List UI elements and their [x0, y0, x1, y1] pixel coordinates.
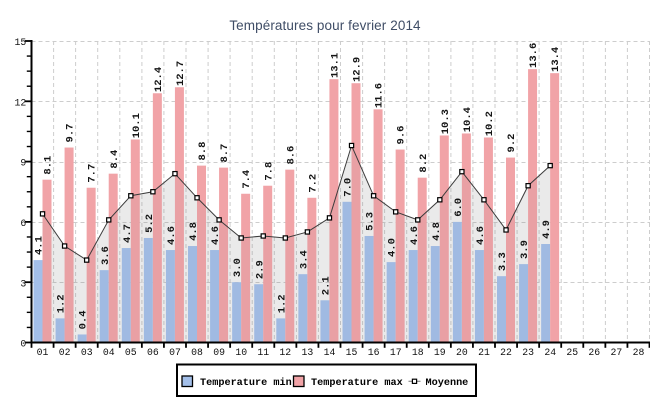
svg-text:23: 23 [522, 347, 534, 358]
svg-text:6: 6 [20, 218, 26, 229]
svg-text:3.6: 3.6 [100, 246, 112, 265]
svg-text:2.9: 2.9 [254, 260, 266, 279]
svg-text:13.6: 13.6 [528, 43, 540, 68]
svg-text:1.2: 1.2 [276, 294, 288, 313]
svg-text:05: 05 [125, 347, 137, 358]
svg-text:5.3: 5.3 [365, 212, 377, 231]
svg-text:0.4: 0.4 [78, 310, 90, 329]
svg-text:02: 02 [59, 347, 71, 358]
svg-text:07: 07 [169, 347, 181, 358]
svg-text:7.0: 7.0 [343, 178, 355, 197]
svg-text:12.4: 12.4 [153, 67, 165, 92]
svg-text:8.2: 8.2 [418, 154, 430, 173]
svg-text:15: 15 [346, 347, 358, 358]
svg-text:4.6: 4.6 [409, 226, 421, 245]
svg-text:19: 19 [434, 347, 446, 358]
svg-text:3: 3 [20, 278, 26, 289]
svg-text:8.1: 8.1 [43, 156, 55, 175]
svg-text:28: 28 [633, 347, 645, 358]
svg-text:13.4: 13.4 [550, 47, 562, 72]
svg-text:27: 27 [611, 347, 623, 358]
svg-text:3.9: 3.9 [519, 240, 531, 259]
svg-text:15: 15 [15, 37, 27, 48]
svg-text:20: 20 [456, 347, 468, 358]
svg-text:13.1: 13.1 [330, 53, 342, 78]
svg-text:1.2: 1.2 [56, 294, 68, 313]
svg-text:4.8: 4.8 [188, 222, 200, 241]
svg-text:Moyenne: Moyenne [426, 378, 469, 389]
svg-text:4.0: 4.0 [387, 238, 399, 257]
svg-text:18: 18 [412, 347, 424, 358]
svg-text:3.0: 3.0 [232, 258, 244, 277]
svg-text:4.1: 4.1 [34, 236, 46, 255]
svg-text:09: 09 [213, 347, 225, 358]
svg-text:12.7: 12.7 [175, 61, 187, 86]
svg-text:5.2: 5.2 [144, 214, 156, 233]
svg-text:7.2: 7.2 [307, 174, 319, 193]
svg-text:11: 11 [257, 347, 269, 358]
svg-text:2.1: 2.1 [321, 276, 333, 295]
svg-text:9.7: 9.7 [65, 124, 77, 143]
svg-text:Températures pour fevrier 2014: Températures pour fevrier 2014 [229, 18, 421, 33]
svg-text:8.7: 8.7 [219, 144, 231, 163]
svg-text:14: 14 [324, 347, 336, 358]
svg-text:10.4: 10.4 [462, 107, 474, 132]
svg-text:9.2: 9.2 [506, 134, 518, 153]
svg-text:10: 10 [235, 347, 247, 358]
svg-text:4.9: 4.9 [541, 220, 553, 239]
svg-text:Temperature max: Temperature max [311, 378, 403, 389]
svg-text:06: 06 [147, 347, 159, 358]
svg-text:6.0: 6.0 [453, 198, 465, 217]
svg-text:13: 13 [302, 347, 314, 358]
svg-text:10.1: 10.1 [131, 113, 143, 138]
svg-text:12.9: 12.9 [352, 57, 364, 82]
svg-text:11.6: 11.6 [374, 83, 386, 108]
svg-text:9: 9 [20, 158, 26, 169]
svg-text:21: 21 [478, 347, 490, 358]
svg-text:12: 12 [279, 347, 291, 358]
svg-text:7.4: 7.4 [241, 170, 253, 189]
svg-text:3.4: 3.4 [298, 250, 310, 269]
svg-text:7.7: 7.7 [87, 164, 99, 183]
svg-text:3.3: 3.3 [497, 252, 509, 271]
svg-text:4.7: 4.7 [122, 224, 134, 243]
svg-text:01: 01 [37, 347, 49, 358]
svg-text:10.3: 10.3 [440, 109, 452, 134]
svg-text:4.6: 4.6 [166, 226, 178, 245]
svg-text:08: 08 [191, 347, 203, 358]
svg-text:9.6: 9.6 [396, 126, 408, 145]
svg-text:03: 03 [81, 347, 93, 358]
svg-text:26: 26 [588, 347, 600, 358]
svg-text:4.8: 4.8 [431, 222, 443, 241]
svg-text:10.2: 10.2 [484, 111, 496, 136]
svg-text:4.6: 4.6 [210, 226, 222, 245]
svg-text:12: 12 [15, 97, 27, 108]
svg-text:Temperature min: Temperature min [200, 377, 292, 389]
svg-text:7.8: 7.8 [263, 162, 275, 181]
svg-text:8.4: 8.4 [109, 150, 121, 169]
svg-text:24: 24 [544, 347, 556, 358]
svg-text:25: 25 [566, 347, 578, 358]
svg-text:22: 22 [500, 347, 512, 358]
svg-text:8.8: 8.8 [197, 142, 209, 161]
svg-text:16: 16 [368, 347, 380, 358]
svg-text:04: 04 [103, 347, 115, 358]
svg-text:8.6: 8.6 [285, 146, 297, 165]
svg-text:17: 17 [390, 347, 402, 358]
svg-text:4.6: 4.6 [475, 226, 487, 245]
svg-text:0: 0 [20, 339, 26, 350]
